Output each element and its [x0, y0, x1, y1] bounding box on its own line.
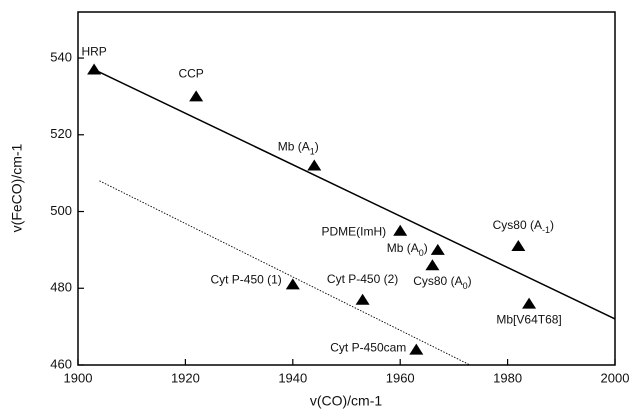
point-label-part: ) [468, 274, 472, 288]
point [522, 297, 537, 309]
point-label: PDME(ImH) [322, 225, 387, 239]
point [393, 224, 408, 236]
point-label-part: Mb (A [387, 241, 419, 255]
point [425, 259, 440, 271]
point [430, 243, 445, 255]
x-axis-label: v(CO)/cm-1 [310, 393, 383, 409]
x-tick-label: 2000 [601, 370, 630, 385]
point-label-part: ) [315, 140, 319, 154]
point-label: Cyt P-450 (1) [210, 273, 281, 287]
point [87, 63, 102, 75]
x-tick-label: 1900 [64, 370, 93, 385]
point-label-part: Cyt P-450 (2) [327, 272, 398, 286]
point-label-part: Cys80 (A [413, 274, 462, 288]
plot-frame [77, 11, 616, 366]
point-label-part: HRP [81, 45, 106, 59]
point-label-part: PDME(ImH) [322, 225, 387, 239]
point [307, 159, 322, 171]
point-label: Cyt P-450cam [330, 341, 406, 355]
y-tick-label: 540 [50, 49, 72, 64]
fit-line [93, 68, 616, 320]
point-label: HRP [81, 45, 106, 59]
point-label-part: 0 [419, 248, 424, 258]
y-tick-label: 520 [50, 126, 72, 141]
point [511, 240, 526, 252]
point [355, 293, 370, 305]
point-label: Cys80 (A-1) [493, 218, 554, 235]
x-tick-label: 1960 [386, 370, 415, 385]
point-label-part: ) [550, 218, 554, 232]
point-label-part: 0 [463, 282, 468, 292]
point-label: Mb (A0) [387, 241, 428, 258]
point-label: CCP [178, 67, 203, 81]
y-tick-label: 500 [50, 203, 72, 218]
x-tick-label: 1980 [493, 370, 522, 385]
point-label-part: Mb (A [278, 140, 310, 154]
y-tick-label: 460 [50, 356, 72, 371]
point-label-part: Mb[V64T68] [496, 313, 561, 327]
x-tick-label: 1920 [171, 370, 200, 385]
x-tick-label: 1940 [278, 370, 307, 385]
y-tick-label: 480 [50, 280, 72, 295]
point [189, 90, 204, 102]
point [285, 278, 300, 290]
fit-line [99, 180, 471, 366]
point-label-part: CCP [178, 67, 203, 81]
point-label: Mb (A1) [278, 140, 319, 157]
point-label-part: Cyt P-450cam [330, 341, 406, 355]
point-label: Cys80 (A0) [413, 274, 471, 291]
point-label-part: Cyt P-450 (1) [210, 273, 281, 287]
point-label-part: Cys80 (A [493, 218, 542, 232]
point-label-part: -1 [542, 225, 550, 235]
point-label-part: ) [424, 241, 428, 255]
point-label-part: 1 [310, 147, 315, 157]
y-axis-label: v(FeCO)/cm-1 [9, 143, 25, 232]
point-label: Cyt P-450 (2) [327, 272, 398, 286]
point [409, 343, 424, 355]
point-label: Mb[V64T68] [496, 313, 561, 327]
